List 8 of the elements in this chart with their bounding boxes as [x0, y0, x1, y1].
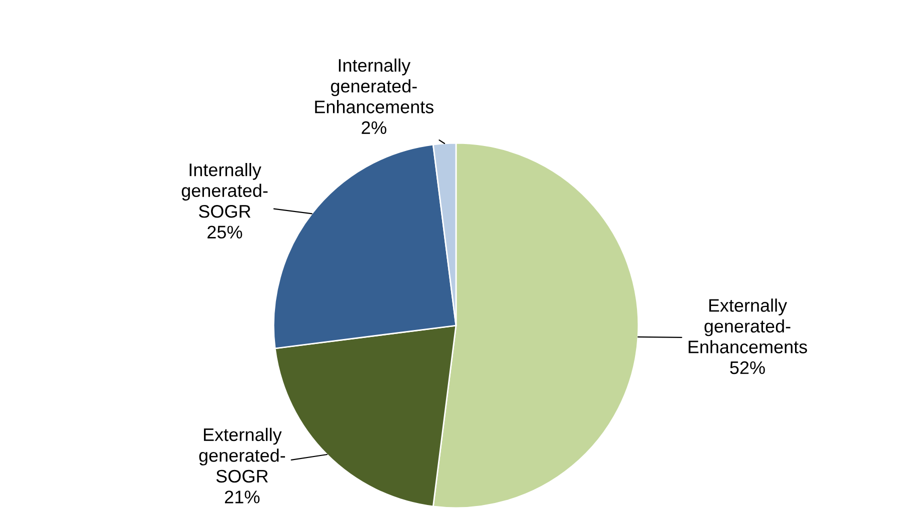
slice-label: Externally generated-Enhancements — [688, 298, 808, 354]
slice-label: Internally generated-SOGR — [182, 162, 268, 218]
slice-label: Externally generated-SOGR — [199, 428, 285, 483]
data-label: 25% — [208, 226, 242, 239]
data-label: 52% — [730, 361, 765, 374]
data-label: 2% — [362, 121, 386, 134]
data-label: 21% — [224, 490, 260, 504]
slice-label: Internally generated-Enhancements — [315, 58, 434, 114]
